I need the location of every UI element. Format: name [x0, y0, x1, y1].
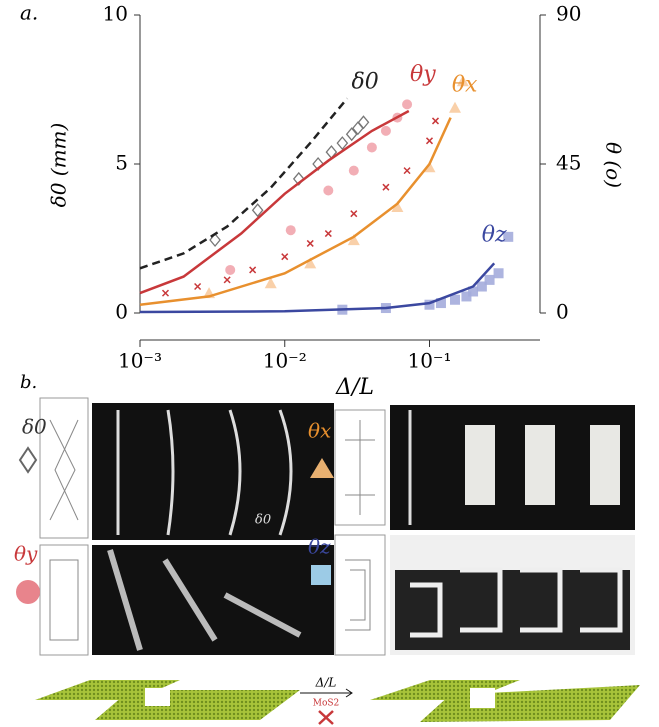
sheet: [370, 680, 640, 722]
marker-circle: [402, 99, 413, 110]
series-line: [139, 117, 452, 306]
schematic: [39, 544, 89, 656]
series-label: θz: [482, 222, 507, 247]
icon-square: [311, 565, 331, 585]
marker-diamond: [357, 115, 370, 130]
schematic: [334, 534, 386, 656]
marker-diamond: [336, 136, 349, 151]
label-theta-x: θx: [308, 419, 331, 443]
photo-strips: [116, 409, 293, 536]
y2-tick-label: 0: [556, 300, 569, 324]
marker-diamond: [345, 127, 358, 142]
marker-square: [449, 294, 460, 305]
marker-circle: [323, 185, 334, 196]
panel-label: b.: [20, 372, 37, 393]
marker-square: [461, 291, 472, 302]
marker-cross: [306, 239, 314, 247]
marker-circle: [380, 125, 391, 136]
y-tick-label: 10: [103, 2, 128, 26]
series-line: [139, 97, 349, 270]
marker-triangle: [264, 277, 277, 289]
photo-strips: [465, 425, 495, 505]
marker-square: [476, 281, 487, 292]
series-line: [139, 262, 496, 314]
schematic-lines: [49, 559, 79, 641]
panel-label: a.: [20, 1, 38, 25]
sheet-hole: [470, 688, 495, 708]
material-label: MoS2: [313, 699, 340, 709]
marker-triangle: [456, 75, 469, 87]
y2-tick-label: 45: [556, 151, 581, 175]
marker-square: [468, 286, 479, 297]
marker-cross: [350, 210, 358, 218]
marker-cross: [249, 266, 257, 274]
label-theta-y: θy: [14, 542, 38, 566]
cross-icon: [318, 710, 334, 725]
sheet-hole: [145, 688, 170, 706]
x-tick-label: 10⁻²: [263, 349, 307, 373]
marker-cross: [194, 282, 202, 291]
schematic-lines: [345, 420, 375, 515]
marker-diamond: [251, 203, 264, 218]
icon-circle: [16, 580, 40, 604]
marker-square: [503, 231, 514, 242]
series-line: [139, 109, 410, 295]
arrow-label: Δ/L: [315, 676, 337, 690]
y-tick-label: 5: [115, 151, 128, 175]
marker-cross: [403, 167, 411, 175]
marker-cross: [425, 137, 434, 145]
marker-circle: [348, 165, 359, 176]
schematic-lines: [345, 559, 371, 631]
photo: [92, 403, 334, 540]
schematic: [39, 397, 89, 539]
marker-cross: [281, 253, 289, 261]
series-label: δ0: [352, 69, 379, 94]
marker-square: [493, 268, 504, 279]
marker-cross: [223, 276, 231, 284]
schematic-lines: [49, 419, 79, 521]
x-tick-label: 10⁻¹: [407, 349, 451, 373]
x-axis-label: Δ/L: [335, 375, 374, 400]
marker-square: [424, 299, 435, 310]
photo-strips: [107, 549, 302, 651]
photo-strips: [410, 567, 623, 638]
marker-cross: [431, 117, 440, 125]
marker-cross: [161, 289, 170, 297]
marker-diamond: [209, 232, 221, 248]
icon-triangle: [310, 458, 334, 478]
panel-b: b. δ0 θy θx θz δ0 Δ/L MoS2: [14, 372, 640, 725]
marker-cross: [324, 230, 332, 238]
marker-circle: [366, 142, 377, 153]
marker-circle: [285, 225, 296, 236]
marker-diamond: [292, 171, 305, 186]
icon-diamond: [18, 446, 38, 474]
label-theta-z: θz: [308, 535, 331, 559]
photo-strips: [590, 425, 620, 505]
marker-circle: [225, 264, 236, 275]
arrow: [300, 688, 353, 698]
y2-tick-label: 90: [556, 2, 581, 26]
y-axis-label: δ0 (mm): [47, 123, 71, 208]
series-label: θx: [452, 73, 478, 98]
photo-strips: [525, 425, 555, 505]
series-label: θy: [410, 62, 436, 87]
marker-triangle: [304, 257, 317, 269]
x-tick-label: 10⁻³: [118, 349, 162, 373]
marker-triangle: [347, 234, 360, 246]
y2-axis-label: θ (o): [602, 142, 626, 188]
photo-annotation: δ0: [255, 513, 271, 528]
marker-square: [484, 274, 495, 285]
y-tick-label: 0: [115, 300, 128, 324]
marker-triangle: [391, 201, 404, 213]
marker-square: [435, 298, 446, 309]
photo-dark: [395, 570, 630, 650]
marker-cross: [382, 183, 390, 191]
marker-triangle: [448, 101, 461, 113]
label-delta0: δ0: [22, 415, 47, 439]
